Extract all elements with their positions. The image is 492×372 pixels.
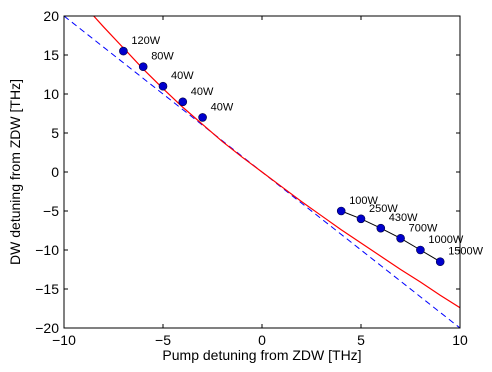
y-tick-label: 15: [43, 47, 59, 63]
data-point-label: 40W: [191, 86, 214, 98]
x-tick-label: −10: [52, 332, 76, 348]
x-axis-label: Pump detuning from ZDW [THz]: [162, 347, 361, 363]
data-point-label: 40W: [211, 101, 234, 113]
y-axis-label: DW detuning from ZDW [THz]: [7, 79, 23, 265]
solid-line-series: [93, 16, 460, 309]
y-tick-label: −15: [35, 281, 59, 297]
data-point-label: 700W: [409, 222, 438, 234]
y-tick-label: −10: [35, 242, 59, 258]
data-point-label: 120W: [131, 35, 160, 47]
data-point: [356, 214, 366, 224]
data-point-label: 1500W: [448, 246, 483, 258]
x-tick-label: 5: [357, 332, 365, 348]
data-point-label: 40W: [171, 70, 194, 82]
y-tick-label: 5: [51, 125, 59, 141]
marker-layer: [119, 46, 445, 267]
data-point: [198, 113, 207, 122]
data-point: [376, 223, 386, 233]
y-tick-label: −5: [43, 203, 59, 219]
data-point: [138, 62, 148, 71]
data-point-label: 430W: [389, 212, 418, 224]
x-tick-label: 10: [452, 332, 468, 348]
data-point: [416, 245, 425, 255]
data-point: [396, 234, 405, 243]
y-tick-label: 20: [43, 8, 59, 24]
data-point-label: 1000W: [428, 234, 463, 246]
tick-layer: −10 −5 0 5 10 −20 −15 −10 −5 0 5 10 15 20: [35, 8, 468, 348]
data-point-label: 100W: [349, 195, 378, 207]
data-point-label: 250W: [369, 203, 398, 215]
data-point-label: 80W: [151, 51, 174, 63]
data-point: [435, 257, 445, 267]
x-tick-label: 0: [258, 332, 266, 348]
y-tick-label: 10: [43, 86, 59, 102]
y-tick-label: −20: [35, 320, 59, 336]
data-point: [119, 46, 128, 56]
data-label-layer: 120W 80W 40W 40W 40W 100W250W430W700W1000W150…: [131, 35, 483, 258]
data-point: [158, 81, 168, 91]
y-tick-label: 0: [51, 164, 59, 180]
x-tick-label: −5: [155, 332, 171, 348]
data-point: [336, 206, 346, 216]
data-point: [178, 97, 188, 107]
